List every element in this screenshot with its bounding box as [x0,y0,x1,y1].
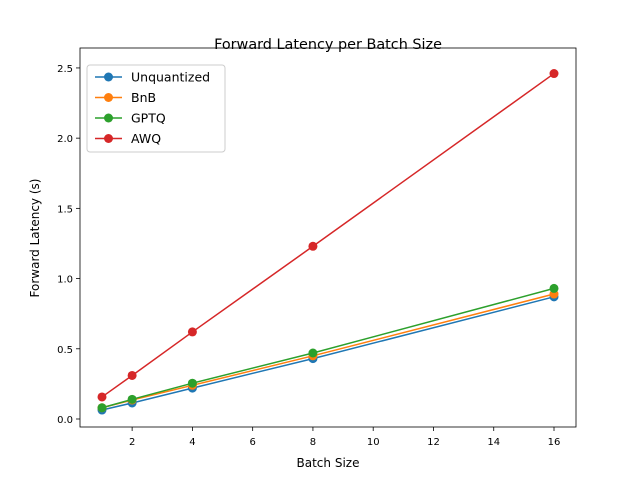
series-line [101,296,555,411]
y-tick-label: 1.0 [57,275,73,286]
legend: Unquantized BnB GPTQ AWQ [86,64,226,153]
legend-label: GPTQ [131,111,166,126]
y-tick-label: 0.5 [57,345,73,356]
chart-title: Forward Latency per Batch Size [214,37,442,53]
data-point [97,403,107,413]
data-point [308,241,318,251]
x-tick-label: 6 [249,437,255,448]
y-tick-label: 1.5 [57,204,73,215]
x-tick-label: 4 [189,437,195,448]
data-point [127,370,137,380]
y-axis-label: Forward Latency (s) [28,179,42,298]
legend-label: AWQ [131,131,161,146]
x-tick-label: 12 [427,437,440,448]
series-line [101,293,555,409]
data-point [549,69,559,79]
legend-item: BnB [95,90,156,105]
series-awq [97,69,559,402]
legend-marker [104,72,113,82]
y-tick-label: 2.5 [57,64,73,75]
data-point [97,392,107,402]
x-tick-label: 16 [548,437,561,448]
x-tick-label: 10 [367,437,380,448]
legend-label: BnB [131,90,156,105]
data-point [127,394,137,404]
y-tick-label: 2.0 [57,134,73,145]
y-tick-label: 0.0 [57,415,73,426]
legend-marker [104,113,113,123]
legend-marker [104,93,113,102]
legend-label: Unquantized [131,70,210,85]
legend-marker [104,134,113,143]
x-axis-label: Batch Size [297,456,360,470]
x-tick-label: 8 [310,437,316,448]
axes-frame [79,47,577,428]
data-point [187,327,197,337]
legend-box [86,64,226,153]
data-point [187,378,197,388]
legend-item: GPTQ [95,111,166,126]
series-gptq [97,283,559,413]
data-point [308,348,318,358]
data-point [549,283,559,293]
x-tick-label: 14 [487,437,500,448]
x-tick-label: 2 [129,437,135,448]
legend-item: AWQ [95,131,161,146]
legend-item: Unquantized [95,70,210,85]
